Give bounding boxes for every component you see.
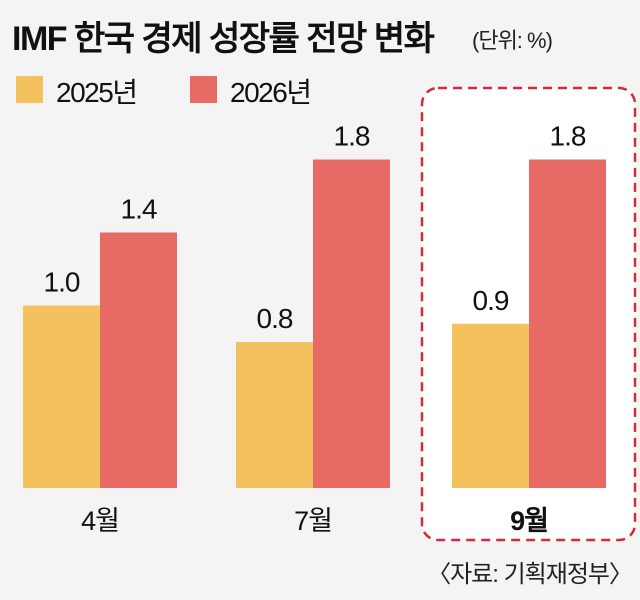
value-label: 1.4 [121, 194, 157, 225]
legend-label-2025: 2025년 [56, 77, 137, 108]
bar-2026년-4월 [100, 232, 177, 488]
legend-label-2026: 2026년 [230, 77, 311, 108]
bar-2025년-9월 [452, 323, 529, 488]
category-label: 4월 [81, 506, 119, 536]
value-label: 0.9 [473, 285, 509, 316]
bar-2026년-7월 [313, 159, 390, 488]
legend-swatch-2025 [16, 76, 43, 103]
value-label: 1.8 [550, 121, 586, 152]
bar-2026년-9월 [529, 159, 606, 488]
legend-swatch-2026 [190, 76, 217, 103]
category-label: 7월 [294, 506, 332, 536]
value-label: 1.8 [334, 121, 370, 152]
value-label: 1.0 [44, 267, 80, 298]
bar-2025년-4월 [23, 305, 100, 488]
chart-title: IMF 한국 경제 성장률 전망 변화 [12, 20, 435, 58]
unit-note: (단위: %) [472, 28, 552, 53]
value-label: 0.8 [257, 303, 293, 334]
source-note: 〈자료: 기획재정부〉 [427, 561, 632, 588]
bar-2025년-7월 [236, 342, 313, 488]
category-label: 9월 [510, 506, 548, 536]
